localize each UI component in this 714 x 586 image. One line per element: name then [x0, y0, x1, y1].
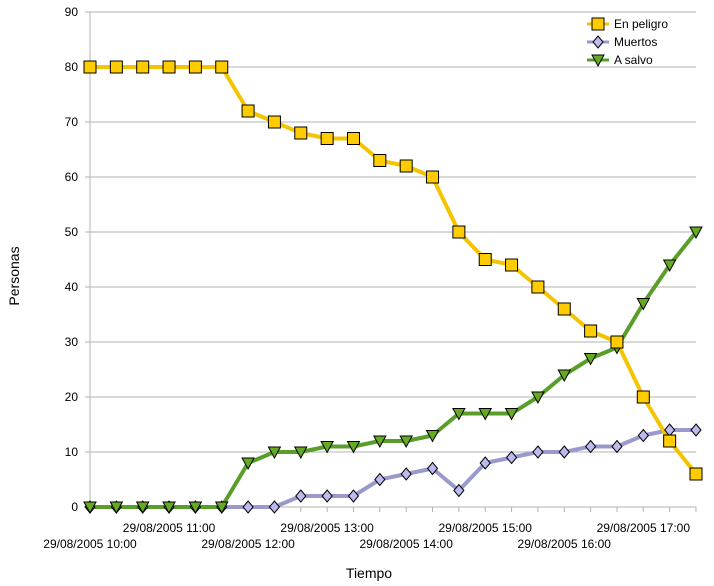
data-point: [399, 159, 413, 173]
data-point: [400, 467, 412, 481]
y-tick-label: 70: [65, 115, 79, 129]
grid-lines: [90, 11, 696, 508]
y-tick-label: 20: [65, 390, 79, 404]
data-point: [268, 500, 281, 514]
y-tick-label: 90: [65, 5, 79, 19]
data-point: [584, 439, 597, 454]
data-point: [453, 483, 465, 498]
data-point: [294, 126, 308, 140]
data-point: [478, 408, 493, 421]
data-point: [346, 132, 360, 145]
legend: En peligro Muertos A salvo: [587, 17, 668, 68]
data-point: [109, 60, 123, 74]
x-tick-label: 29/08/2005 11:00: [123, 521, 216, 535]
data-point: [295, 489, 307, 503]
axes: [89, 12, 696, 508]
data-point: [610, 335, 624, 349]
data-point: [320, 441, 334, 454]
data-point: [242, 500, 254, 514]
series-line: [90, 230, 698, 509]
data-point: [136, 60, 150, 74]
x-tick-label: 29/08/2005 14:00: [359, 537, 453, 551]
legend-label: Muertos: [614, 35, 657, 49]
plot-area: [83, 60, 703, 515]
data-point: [293, 446, 308, 460]
data-point: [663, 434, 677, 448]
data-point: [162, 501, 176, 515]
data-point: [452, 408, 466, 421]
data-point: [662, 259, 677, 273]
data-point: [452, 225, 466, 239]
data-point: [267, 115, 281, 129]
data-point: [241, 104, 255, 118]
data-point: [426, 170, 440, 184]
data-point: [188, 60, 202, 74]
data-point: [425, 430, 440, 443]
data-point: [478, 253, 492, 266]
data-point: [531, 280, 545, 294]
data-point: [321, 489, 333, 503]
data-point: [531, 391, 545, 405]
data-point: [504, 408, 519, 421]
data-point: [689, 226, 703, 240]
x-tick-label: 29/08/2005 13:00: [280, 521, 374, 535]
data-point: [611, 439, 623, 454]
data-point: [505, 450, 518, 465]
data-point: [162, 60, 176, 74]
legend-marker: [592, 35, 604, 49]
data-point: [557, 302, 571, 316]
data-point: [557, 369, 572, 383]
data-point: [637, 428, 649, 443]
y-tick-label: 0: [71, 500, 78, 514]
x-tick-label: 29/08/2005 12:00: [201, 537, 295, 551]
data-point: [109, 501, 124, 515]
data-point: [135, 501, 150, 515]
y-tick-label: 40: [65, 280, 79, 294]
legend-label: A salvo: [614, 53, 653, 67]
data-point: [188, 501, 203, 515]
y-axis-title: Personas: [6, 246, 22, 305]
data-point: [636, 390, 650, 404]
y-tick-label: 50: [65, 225, 79, 239]
series-line: [90, 65, 698, 476]
y-axis-ticks: 0 10 20 30 40 50 60 70 80 90: [65, 5, 90, 514]
data-point: [320, 132, 334, 145]
x-axis-title: Tiempo: [346, 565, 392, 581]
x-axis-ticks: 29/08/2005 10:00 29/08/2005 11:00 29/08/20…: [43, 507, 697, 551]
y-tick-label: 60: [65, 170, 79, 184]
x-tick-label: 29/08/2005 10:00: [43, 537, 137, 551]
legend-marker: [591, 54, 605, 68]
data-point: [532, 445, 544, 459]
legend-label: En peligro: [614, 17, 668, 31]
data-point: [215, 60, 229, 74]
legend-marker: [591, 17, 605, 31]
data-point: [373, 154, 387, 167]
data-point: [584, 324, 598, 338]
y-tick-label: 10: [65, 445, 79, 459]
data-point: [267, 446, 282, 460]
data-point: [347, 489, 360, 503]
data-point: [399, 435, 414, 449]
data-point: [83, 60, 97, 74]
x-tick-label: 29/08/2005 17:00: [597, 521, 691, 535]
data-point: [479, 456, 491, 470]
data-point: [374, 472, 386, 487]
data-point: [558, 445, 570, 459]
data-point: [346, 441, 361, 454]
data-point: [241, 457, 255, 471]
y-tick-label: 30: [65, 335, 79, 349]
data-point: [214, 501, 229, 515]
data-point: [426, 461, 439, 476]
data-point: [372, 435, 387, 449]
data-point: [690, 423, 702, 437]
x-tick-label: 29/08/2005 15:00: [439, 521, 533, 535]
data-point: [583, 353, 598, 366]
x-tick-label: 29/08/2005 16:00: [518, 537, 612, 551]
data-point: [505, 258, 519, 272]
data-point: [83, 501, 97, 515]
data-point: [689, 467, 703, 481]
y-tick-label: 80: [65, 60, 79, 74]
data-point: [636, 298, 651, 311]
